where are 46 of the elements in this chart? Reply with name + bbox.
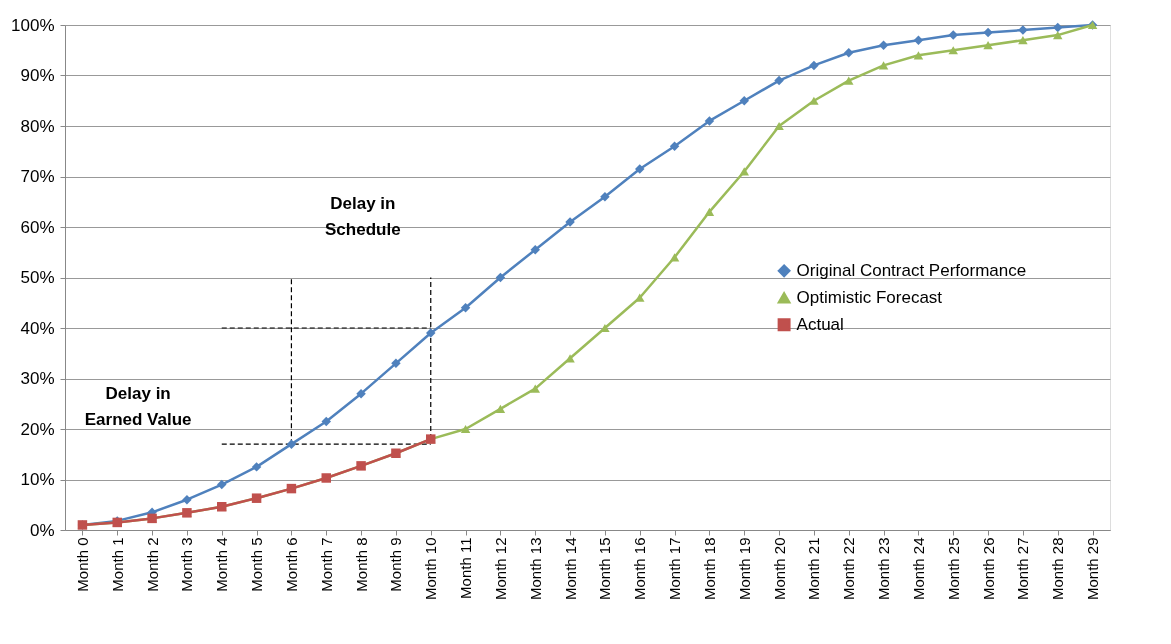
annotation: Delay in Earned Value xyxy=(84,383,192,429)
x-tick-label: Month 22 xyxy=(840,537,858,601)
x-tick-label: Month 2 xyxy=(143,537,161,592)
x-tick-label: Month 23 xyxy=(875,537,893,601)
y-tick-label: 10% xyxy=(20,470,55,489)
x-tick-label: Month 9 xyxy=(387,537,405,592)
x-tick-label: Month 4 xyxy=(213,537,231,592)
x-tick-label: Month 3 xyxy=(178,537,196,592)
x-tick-label: Month 13 xyxy=(526,537,544,601)
annotation: Delay in Schedule xyxy=(325,194,401,240)
legend-label: Actual xyxy=(796,314,844,334)
x-tick-label: Month 18 xyxy=(700,537,718,601)
y-tick-label: 20% xyxy=(20,419,55,439)
y-tick-label: 50% xyxy=(20,268,55,287)
y-tick-label: 90% xyxy=(20,66,55,85)
x-tick-label: Month 5 xyxy=(248,537,266,592)
x-tick-label: Month 7 xyxy=(317,537,335,592)
x-tick-label: Month 24 xyxy=(909,537,927,601)
x-tick-label: Month 8 xyxy=(352,537,370,592)
y-tick-label: 60% xyxy=(20,217,55,237)
x-tick-label: Month 16 xyxy=(631,537,649,601)
x-tick-label: Month 21 xyxy=(805,537,823,601)
x-tick-label: Month 10 xyxy=(422,537,440,601)
y-tick-label: 70% xyxy=(20,167,55,186)
y-tick-label: 30% xyxy=(20,369,55,388)
x-tick-label: Month 12 xyxy=(491,537,509,601)
y-tick-label: 100% xyxy=(11,15,55,35)
x-tick-label: Month 29 xyxy=(1084,537,1102,601)
x-tick-label: Month 19 xyxy=(735,537,753,601)
y-tick-label: 40% xyxy=(20,318,55,338)
legend-label: Optimistic Forecast xyxy=(796,287,943,307)
x-tick-label: Month 25 xyxy=(944,537,962,601)
x-tick-label: Month 6 xyxy=(282,537,300,592)
legend-label: Original Contract Performance xyxy=(796,260,1027,280)
x-tick-label: Month 1 xyxy=(108,537,126,592)
x-tick-label: Month 28 xyxy=(1049,537,1067,601)
y-tick-label: 0% xyxy=(29,520,55,540)
x-tick-label: Month 17 xyxy=(666,537,684,601)
x-tick-label: Month 0 xyxy=(73,537,91,592)
x-tick-label: Month 15 xyxy=(596,537,614,601)
x-tick-label: Month 14 xyxy=(561,537,579,601)
x-tick-label: Month 20 xyxy=(770,537,788,601)
y-tick-label: 80% xyxy=(20,116,55,136)
x-tick-label: Month 26 xyxy=(979,537,997,601)
x-tick-label: Month 27 xyxy=(1014,537,1032,601)
x-tick-label: Month 11 xyxy=(457,537,475,599)
